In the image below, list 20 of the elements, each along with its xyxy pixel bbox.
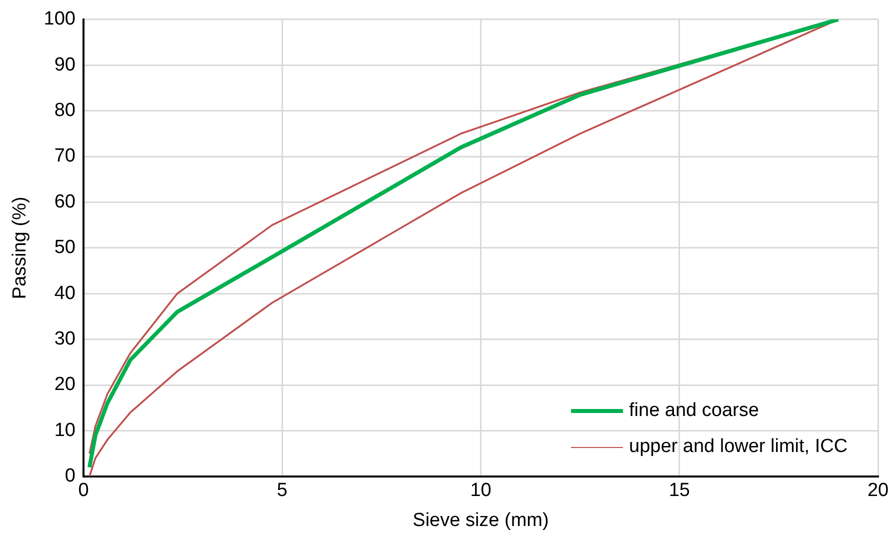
x-tick-label: 5 (276, 480, 288, 502)
y-tick-label: 50 (54, 237, 76, 258)
y-tick-label: 100 (44, 8, 76, 30)
y-tick-label: 60 (54, 191, 76, 212)
x-axis-title: Sieve size (mm) (412, 510, 549, 531)
y-tick-label: 70 (54, 146, 76, 167)
y-tick-label: 20 (54, 374, 76, 396)
x-tick-label: 20 (867, 480, 889, 502)
y-tick-label: 30 (54, 328, 76, 350)
x-tick-label: 15 (668, 480, 690, 502)
y-tick-label: 10 (54, 420, 76, 441)
y-tick-label: 80 (54, 100, 76, 122)
y-tick-label: 90 (54, 54, 76, 76)
y-tick-label: 0 (64, 466, 76, 487)
y-axis-title: Passing (%) (10, 196, 31, 300)
legend-label: upper and lower limit, ICC (629, 436, 848, 458)
x-tick-label: 10 (470, 480, 492, 502)
x-tick-label: 0 (78, 480, 89, 502)
legend-label: fine and coarse (629, 400, 759, 422)
y-tick-label: 40 (54, 282, 76, 304)
